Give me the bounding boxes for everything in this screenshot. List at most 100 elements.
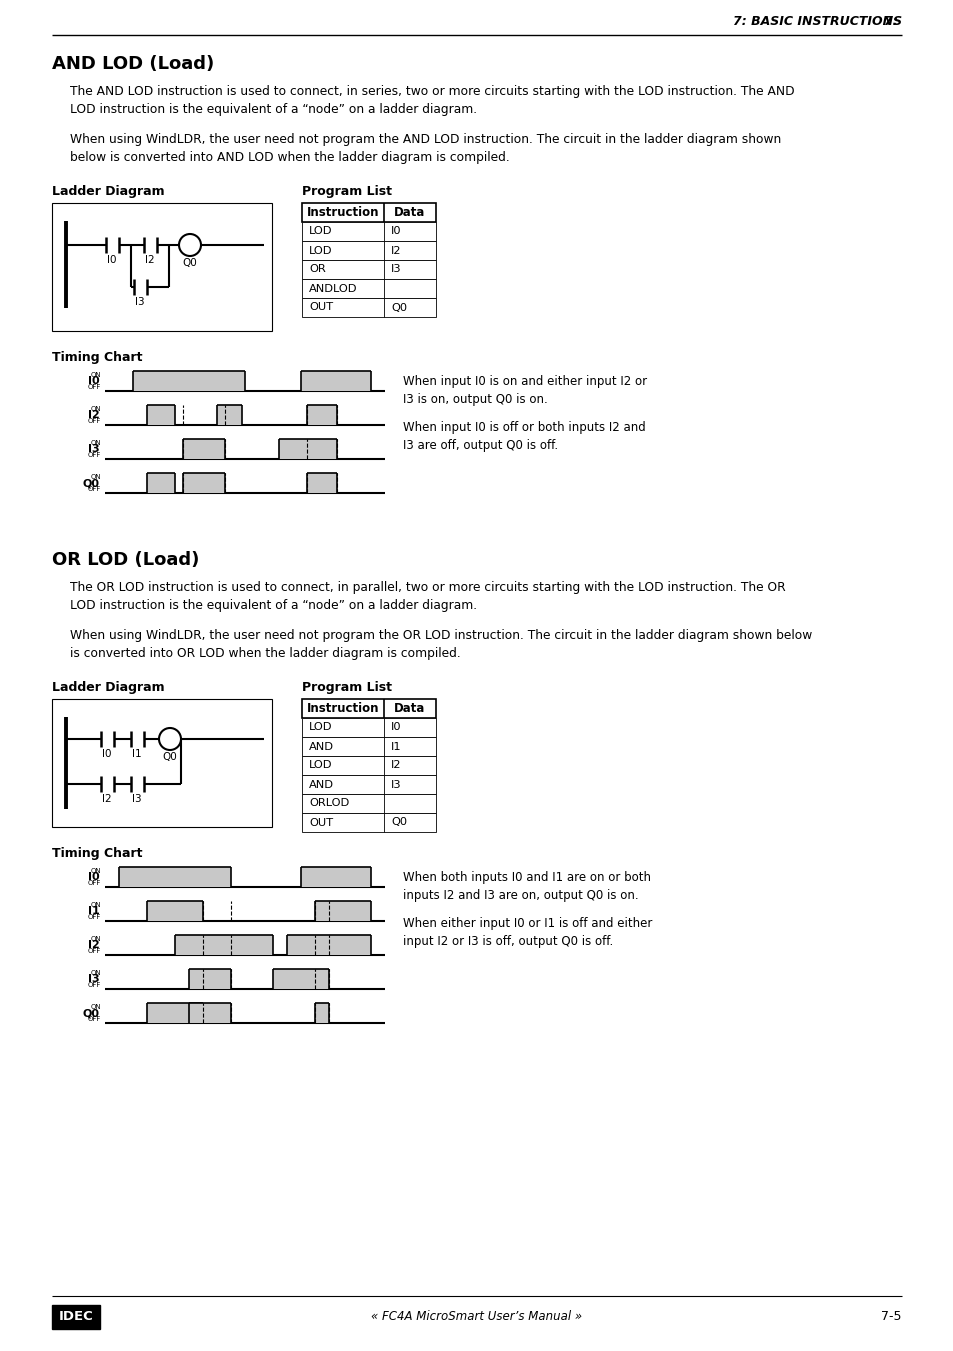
Text: OFF: OFF [88, 880, 101, 886]
Bar [302, 203, 436, 222]
Text: OUT: OUT [309, 303, 333, 312]
Text: When using WindLDR, the user need not program the OR LOD instruction. The circui: When using WindLDR, the user need not pr… [70, 630, 811, 661]
Bar [302, 698, 436, 717]
Bar [52, 698, 272, 827]
Bar [302, 794, 436, 813]
Bar [302, 222, 436, 240]
Text: I0: I0 [102, 748, 112, 759]
Bar [183, 473, 225, 493]
Bar [302, 299, 436, 317]
Text: I3: I3 [89, 974, 100, 984]
Text: Program List: Program List [302, 681, 392, 694]
Text: ON: ON [91, 372, 101, 378]
Text: I3: I3 [89, 444, 100, 454]
Bar [216, 405, 242, 426]
Text: OFF: OFF [88, 486, 101, 492]
Text: When input I0 is off or both inputs I2 and
I3 are off, output Q0 is off.: When input I0 is off or both inputs I2 a… [402, 422, 645, 451]
Bar [183, 439, 225, 459]
Text: I2: I2 [391, 761, 401, 770]
Bar [278, 439, 337, 459]
Text: OFF: OFF [88, 417, 101, 424]
Text: ON: ON [91, 407, 101, 412]
Text: ON: ON [91, 970, 101, 975]
Text: I3: I3 [391, 780, 401, 789]
Text: OFF: OFF [88, 982, 101, 988]
Text: Program List: Program List [302, 185, 392, 199]
Bar [302, 259, 436, 280]
Text: AND: AND [309, 742, 334, 751]
Text: I0: I0 [107, 255, 116, 265]
Text: OR LOD (Load): OR LOD (Load) [52, 551, 199, 569]
Text: 7-5: 7-5 [881, 1310, 901, 1324]
Text: I1: I1 [391, 742, 401, 751]
Text: OFF: OFF [88, 453, 101, 458]
Text: I3: I3 [132, 794, 141, 804]
Bar [147, 1002, 203, 1023]
Text: 7:: 7: [882, 15, 901, 28]
Text: I0: I0 [89, 871, 100, 882]
Bar [302, 240, 436, 259]
Text: OUT: OUT [309, 817, 333, 828]
Text: I0: I0 [89, 376, 100, 386]
Bar [301, 867, 371, 888]
Text: Timing Chart: Timing Chart [52, 351, 142, 363]
Text: LOD: LOD [309, 761, 333, 770]
Bar [302, 757, 436, 775]
Text: ON: ON [91, 440, 101, 446]
Text: Q0: Q0 [391, 817, 407, 828]
Text: I2: I2 [89, 940, 100, 950]
Text: The OR LOD instruction is used to connect, in parallel, two or more circuits sta: The OR LOD instruction is used to connec… [70, 581, 785, 612]
Bar [306, 473, 337, 493]
Text: ON: ON [91, 902, 101, 908]
Bar [273, 969, 329, 989]
Text: Ladder Diagram: Ladder Diagram [52, 681, 165, 694]
Bar [302, 775, 436, 794]
Text: AND: AND [309, 780, 334, 789]
Bar [189, 969, 231, 989]
Circle shape [159, 728, 181, 750]
Text: Q0: Q0 [83, 478, 100, 488]
Text: ON: ON [91, 936, 101, 942]
Text: LOD: LOD [309, 227, 333, 236]
Bar [147, 901, 203, 921]
Circle shape [179, 234, 201, 255]
Text: Instruction: Instruction [307, 205, 379, 219]
Text: When either input I0 or I1 is off and either
input I2 or I3 is off, output Q0 is: When either input I0 or I1 is off and ei… [402, 917, 652, 947]
Text: I2: I2 [89, 409, 100, 420]
Text: ON: ON [91, 474, 101, 480]
Text: The AND LOD instruction is used to connect, in series, two or more circuits star: The AND LOD instruction is used to conne… [70, 85, 794, 116]
Text: ON: ON [91, 867, 101, 874]
Bar [287, 935, 371, 955]
Bar [302, 280, 436, 299]
Text: 7: BASIC INSTRUCTIONS: 7: BASIC INSTRUCTIONS [732, 15, 901, 28]
Bar [147, 405, 174, 426]
Text: I2: I2 [391, 246, 401, 255]
Text: I1: I1 [132, 748, 141, 759]
Text: I0: I0 [391, 227, 401, 236]
Bar [306, 405, 337, 426]
Bar [302, 813, 436, 832]
Text: When using WindLDR, the user need not program the AND LOD instruction. The circu: When using WindLDR, the user need not pr… [70, 132, 781, 163]
Bar [52, 1305, 100, 1329]
Text: Data: Data [394, 205, 425, 219]
Text: I2: I2 [102, 794, 112, 804]
Text: AND LOD (Load): AND LOD (Load) [52, 55, 214, 73]
Text: I3: I3 [135, 297, 145, 307]
Text: Q0: Q0 [182, 258, 196, 267]
Text: « FC4A MicroSmart User’s Manual »: « FC4A MicroSmart User’s Manual » [371, 1310, 582, 1324]
Bar [189, 1002, 231, 1023]
Text: LOD: LOD [309, 723, 333, 732]
Text: When both inputs I0 and I1 are on or both
inputs I2 and I3 are on, output Q0 is : When both inputs I0 and I1 are on or bot… [402, 871, 650, 901]
Text: I3: I3 [391, 265, 401, 274]
Bar [147, 473, 174, 493]
Bar [302, 738, 436, 757]
Bar [132, 372, 245, 390]
Text: OFF: OFF [88, 948, 101, 954]
Text: Data: Data [394, 703, 425, 715]
Text: OFF: OFF [88, 1016, 101, 1021]
Text: I2: I2 [145, 255, 154, 265]
Bar [314, 1002, 329, 1023]
Text: Q0: Q0 [391, 303, 407, 312]
Bar [302, 717, 436, 738]
Text: Instruction: Instruction [307, 703, 379, 715]
